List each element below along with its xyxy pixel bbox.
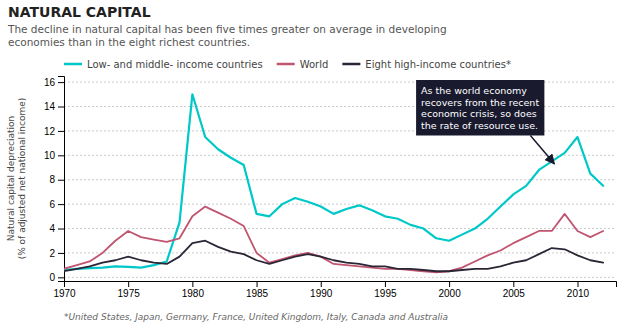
x-tick-mark [128, 281, 129, 287]
y-tick-label: 0 [49, 272, 55, 283]
text-line: economies than in the eight richest coun… [8, 36, 250, 48]
y-tick: 10 [44, 150, 64, 161]
y-tick-label: 14 [44, 101, 56, 112]
annotation: As the world economyrecovers from the re… [416, 80, 554, 164]
y-tick-mark [58, 155, 64, 156]
x-tick-mark [577, 281, 578, 287]
grid-line [64, 228, 616, 229]
y-tick-mark [58, 229, 64, 230]
legend-swatch [64, 63, 82, 66]
y-tick-mark [58, 204, 64, 205]
x-tick-label: 1985 [246, 288, 269, 299]
legend-item: World [277, 59, 329, 70]
subtitle: The decline in natural capital has been … [7, 23, 447, 48]
y-tick-label: 12 [44, 126, 56, 137]
x-tick-label: 1990 [310, 288, 333, 299]
grid-line [64, 204, 616, 205]
legend-swatch [342, 63, 360, 66]
x-axis: 1970 1975 1980 1985 1990 1995 2000 2005 2010 [53, 281, 616, 299]
y-axis: 0 2 4 6 8 10 12 14 16 [44, 77, 65, 284]
x-tick-mark [192, 281, 193, 287]
text-line: economic crisis, so does [421, 108, 537, 119]
y-tick-mark [58, 107, 64, 108]
y-tick-mark [58, 180, 64, 181]
x-tick: 2010 [567, 281, 590, 299]
y-tick: 0 [49, 272, 64, 283]
x-tick-label: 2000 [438, 288, 461, 299]
grid-line [64, 179, 616, 180]
text-line: The decline in natural capital has been … [7, 23, 447, 35]
legend-item: Low- and middle- income countries [64, 59, 263, 70]
x-tick-mark [321, 281, 322, 287]
x-tick: 2005 [503, 281, 526, 299]
grid-line [64, 277, 616, 278]
y-tick: 12 [44, 126, 64, 137]
y-tick-label: 8 [49, 174, 55, 185]
plot-area: 1970 1975 1980 1985 1990 1995 2000 2005 2010 0 2 4 6… [44, 77, 617, 300]
y-tick: 14 [44, 101, 64, 112]
x-tick-mark [513, 281, 514, 287]
x-tick-label: 2005 [503, 288, 526, 299]
grid-line [64, 155, 616, 156]
grid [64, 82, 616, 277]
legend-item: Eight high-income countries* [342, 59, 511, 70]
text-line: As the world economy [421, 85, 527, 96]
y-tick-label: 4 [49, 223, 55, 234]
legend-swatch [277, 63, 295, 66]
y-tick: 16 [44, 77, 64, 88]
y-tick: 2 [49, 248, 64, 259]
x-tick-label: 1995 [374, 288, 397, 299]
y-tick: 8 [49, 174, 64, 185]
legend-label: Eight high-income countries* [365, 59, 511, 70]
title: NATURAL CAPITAL [8, 4, 151, 20]
text-line: the rate of resource use. [421, 120, 538, 131]
x-tick-label: 2010 [567, 288, 590, 299]
text-line: (% of adjusted net national income) [17, 98, 27, 260]
grid-line [64, 252, 616, 253]
series-line [64, 207, 603, 273]
y-axis-line [58, 77, 65, 282]
y-tick-label: 2 [49, 248, 55, 259]
series-line [64, 94, 603, 270]
y-tick-label: 16 [44, 77, 56, 88]
y-tick-mark [58, 253, 64, 254]
x-tick-mark [257, 281, 258, 287]
x-tick: 1975 [118, 281, 141, 299]
x-axis-line [65, 282, 617, 288]
x-tick: 1995 [374, 281, 397, 299]
y-tick: 4 [49, 223, 64, 234]
legend-label: World [300, 59, 329, 70]
chart: NATURAL CAPITAL The decline in natural ca… [0, 0, 630, 325]
x-tick: 1980 [182, 281, 205, 299]
y-tick-mark [58, 82, 64, 83]
annotation-text: As the world economyrecovers from the re… [421, 85, 539, 131]
lines [64, 94, 603, 272]
legend: Low- and middle- income countries World Ei… [64, 59, 511, 70]
x-tick: 2000 [438, 281, 461, 299]
text-line: recovers from the recent [421, 97, 539, 108]
series-line [64, 241, 603, 272]
x-tick-mark [449, 281, 450, 287]
x-tick: 1985 [246, 281, 269, 299]
x-tick-label: 1975 [118, 288, 141, 299]
y-tick-mark [58, 131, 64, 132]
y-tick-mark [58, 277, 64, 278]
text-line: Natural capital depreciation [6, 116, 16, 241]
y-axis-title: Natural capital depreciation(% of adjust… [6, 98, 27, 260]
x-tick-label: 1980 [182, 288, 205, 299]
legend-label: Low- and middle- income countries [87, 59, 263, 70]
footnote: *United States, Japan, Germany, France, … [64, 312, 448, 322]
y-tick-label: 6 [49, 199, 55, 210]
x-tick: 1970 [53, 281, 76, 299]
x-tick-label: 1970 [53, 288, 76, 299]
annotation-box [416, 80, 544, 136]
x-tick-mark [385, 281, 386, 287]
y-tick-label: 10 [44, 150, 56, 161]
y-tick: 6 [49, 199, 64, 210]
x-tick: 1990 [310, 281, 333, 299]
annotation-arrow [530, 136, 554, 164]
